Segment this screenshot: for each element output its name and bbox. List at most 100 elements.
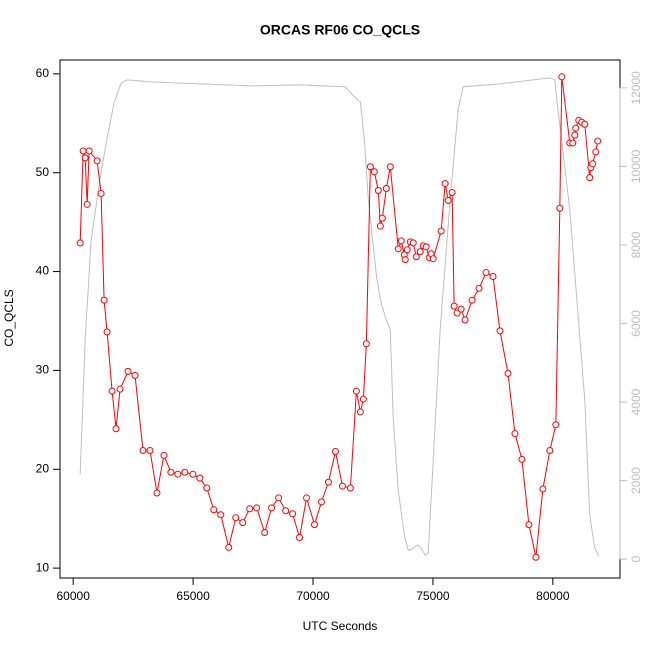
data-point	[556, 204, 564, 212]
data-point	[382, 185, 390, 193]
series-line	[79, 77, 600, 557]
data-point	[359, 395, 367, 403]
data-point	[160, 451, 168, 459]
data-point	[331, 447, 339, 455]
x-axis-label: UTC Seconds	[303, 619, 378, 633]
data-point	[261, 529, 269, 537]
data-point	[76, 239, 84, 247]
data-point	[346, 484, 354, 492]
data-point	[511, 430, 519, 438]
data-point	[189, 470, 197, 478]
data-point	[532, 553, 540, 561]
x-tick-label: 75000	[416, 589, 450, 603]
data-point	[569, 139, 577, 147]
y2-tick-label: 4000	[629, 388, 643, 415]
data-point	[416, 248, 424, 256]
data-point	[518, 455, 526, 463]
data-point	[268, 504, 276, 512]
data-point	[282, 507, 290, 515]
data-point	[167, 468, 175, 476]
data-point	[444, 196, 452, 204]
data-point	[139, 446, 147, 454]
data-point	[546, 446, 554, 454]
data-point	[552, 421, 560, 429]
data-point	[489, 272, 497, 280]
data-point	[370, 168, 378, 176]
data-point	[196, 474, 204, 482]
data-point	[317, 498, 325, 506]
data-point	[376, 222, 384, 230]
data-point	[296, 533, 304, 541]
y2-tick-label: 0	[629, 555, 643, 562]
data-point	[146, 446, 154, 454]
y2-tick-label: 6000	[629, 310, 643, 337]
data-point	[174, 470, 182, 478]
data-point	[289, 510, 297, 518]
y-tick-label: 10	[36, 560, 50, 574]
data-point	[441, 180, 449, 188]
y2-tick-label: 2000	[629, 467, 643, 494]
data-point	[453, 309, 461, 317]
data-point	[153, 489, 161, 497]
y-tick-label: 60	[36, 66, 50, 80]
data-point	[275, 494, 283, 502]
data-point	[572, 124, 580, 132]
data-point	[448, 188, 456, 196]
data-point	[468, 296, 476, 304]
data-point	[83, 200, 91, 208]
data-point	[324, 478, 332, 486]
data-point	[303, 494, 311, 502]
data-point	[246, 505, 254, 513]
data-point	[374, 186, 382, 194]
data-point	[482, 269, 490, 277]
data-point	[338, 482, 346, 490]
y-tick-label: 50	[36, 165, 50, 179]
data-point	[409, 239, 417, 247]
data-point	[457, 305, 465, 313]
data-point	[108, 387, 116, 395]
data-point	[539, 485, 547, 493]
data-point	[181, 468, 189, 476]
data-point	[594, 137, 602, 145]
data-point	[253, 504, 261, 512]
data-point	[461, 316, 469, 324]
x-tick-label: 65000	[176, 589, 210, 603]
data-point	[525, 521, 533, 529]
data-point	[93, 157, 101, 165]
data-point	[412, 253, 420, 261]
data-point	[589, 160, 597, 168]
data-point	[586, 174, 594, 182]
data-point	[356, 408, 364, 416]
data-point	[592, 148, 600, 156]
y-axis-label: CO_QCLS	[2, 289, 16, 346]
data-point	[112, 425, 120, 433]
y-tick-label: 40	[36, 264, 50, 278]
data-point	[422, 243, 430, 251]
data-point	[131, 371, 139, 379]
data-point	[397, 237, 405, 245]
data-point	[401, 256, 409, 264]
y-tick-label: 20	[36, 461, 50, 475]
series-line	[79, 76, 599, 558]
data-point	[429, 255, 437, 263]
data-point	[116, 385, 124, 393]
data-point	[225, 543, 233, 551]
data-point	[239, 519, 247, 527]
data-point	[81, 154, 89, 162]
x-tick-label: 60000	[57, 589, 91, 603]
x-tick-label: 80000	[536, 589, 570, 603]
data-point	[100, 296, 108, 304]
data-point	[403, 246, 411, 254]
data-point	[203, 484, 211, 492]
y2-tick-label: 10000	[629, 149, 643, 183]
data-point	[437, 227, 445, 235]
data-point	[450, 302, 458, 310]
plot-box	[59, 59, 621, 579]
data-point	[103, 328, 111, 336]
data-point	[496, 327, 504, 335]
data-point	[558, 73, 566, 81]
data-point	[366, 163, 374, 171]
y-tick-label: 30	[36, 363, 50, 377]
